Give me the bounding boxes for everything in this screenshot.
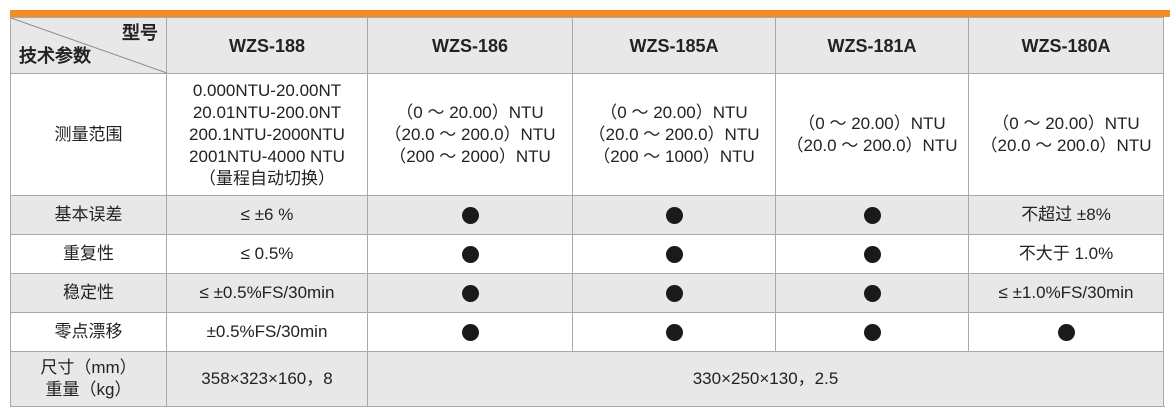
table-row: 测量范围 0.000NTU-20.00NT 20.01NTU-200.0NT 200… xyxy=(10,73,1164,196)
dot-icon xyxy=(863,207,881,225)
cell: （0 ～ 20.00）NTU （20.0 ～ 200.0）NTU （200 ～ 10… xyxy=(572,73,776,196)
dot-icon xyxy=(665,324,683,342)
cell: 0.000NTU-20.00NT 20.01NTU-200.0NT 200.1NTU… xyxy=(166,73,368,196)
model-header: WZS-186 xyxy=(367,17,573,74)
cell: ≤ ±1.0%FS/30min xyxy=(968,273,1164,313)
dot-icon xyxy=(665,285,683,303)
row-label: 零点漂移 xyxy=(10,312,167,352)
dot-icon xyxy=(863,324,881,342)
dot-icon xyxy=(665,246,683,264)
cell xyxy=(775,195,969,235)
dot-icon xyxy=(461,246,479,264)
cell: （0 ～ 20.00）NTU （20.0 ～ 200.0）NTU xyxy=(775,73,969,196)
dot-icon xyxy=(1057,324,1075,342)
cell: ≤ 0.5% xyxy=(166,234,368,274)
cell: ±0.5%FS/30min xyxy=(166,312,368,352)
model-header: WZS-185A xyxy=(572,17,776,74)
table-row: 尺寸（mm） 重量（kg） 358×323×160，8 330×250×130，2… xyxy=(10,351,1164,407)
row-label: 重复性 xyxy=(10,234,167,274)
dot-icon xyxy=(863,246,881,264)
model-header: WZS-188 xyxy=(166,17,368,74)
table-row: 零点漂移 ±0.5%FS/30min xyxy=(10,312,1164,352)
dot-icon xyxy=(665,207,683,225)
cell: （0 ～ 20.00）NTU （20.0 ～ 200.0）NTU （200 ～ 20… xyxy=(367,73,573,196)
model-header: WZS-181A xyxy=(775,17,969,74)
cell xyxy=(572,234,776,274)
cell xyxy=(367,312,573,352)
cell: 不超过 ±8% xyxy=(968,195,1164,235)
cell xyxy=(572,195,776,235)
row-label: 基本误差 xyxy=(10,195,167,235)
row-label: 测量范围 xyxy=(10,73,167,196)
corner-cell: 型号 技术参数 xyxy=(10,17,167,74)
dot-icon xyxy=(863,285,881,303)
spec-table: 型号 技术参数 WZS-188 WZS-186 WZS-185A WZS-181… xyxy=(10,17,1164,407)
dot-icon xyxy=(461,324,479,342)
param-header-label: 技术参数 xyxy=(19,46,91,66)
dot-icon xyxy=(461,285,479,303)
model-header: WZS-180A xyxy=(968,17,1164,74)
accent-bar xyxy=(10,10,1170,17)
cell: 358×323×160，8 xyxy=(166,351,368,407)
cell xyxy=(572,273,776,313)
cell xyxy=(968,312,1164,352)
cell: 330×250×130，2.5 xyxy=(367,351,1164,407)
table-row: 重复性 ≤ 0.5% 不大于 1.0% xyxy=(10,234,1164,274)
row-label: 尺寸（mm） 重量（kg） xyxy=(10,351,167,407)
cell xyxy=(367,234,573,274)
cell xyxy=(367,273,573,313)
cell xyxy=(572,312,776,352)
model-header-label: 型号 xyxy=(122,23,158,43)
row-label: 稳定性 xyxy=(10,273,167,313)
cell: ≤ ±0.5%FS/30min xyxy=(166,273,368,313)
cell xyxy=(775,312,969,352)
table-row: 稳定性 ≤ ±0.5%FS/30min ≤ ±1.0%FS/30min xyxy=(10,273,1164,313)
table-row: 基本误差 ≤ ±6 % 不超过 ±8% xyxy=(10,195,1164,235)
dot-icon xyxy=(461,207,479,225)
cell: （0 ～ 20.00）NTU （20.0 ～ 200.0）NTU xyxy=(968,73,1164,196)
cell xyxy=(367,195,573,235)
cell: ≤ ±6 % xyxy=(166,195,368,235)
cell: 不大于 1.0% xyxy=(968,234,1164,274)
cell xyxy=(775,273,969,313)
header-row: 型号 技术参数 WZS-188 WZS-186 WZS-185A WZS-181… xyxy=(10,17,1164,74)
cell xyxy=(775,234,969,274)
